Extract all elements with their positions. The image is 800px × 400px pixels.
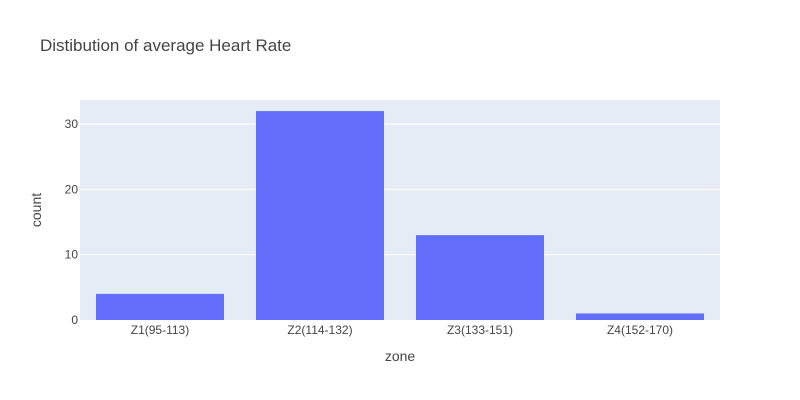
x-tick-label: Z4(152-170)	[607, 323, 673, 337]
bar[interactable]	[416, 235, 544, 320]
x-axis-ticks: Z1(95-113) Z2(114-132) Z3(133-151) Z4(152-1…	[131, 323, 673, 337]
y-axis-label: count	[28, 193, 44, 227]
y-tick-label: 30	[65, 117, 79, 131]
y-axis-ticks: 0 10 20 30	[65, 117, 79, 327]
gridlines	[80, 123, 720, 256]
x-tick-label: Z3(133-151)	[447, 323, 513, 337]
plot-area	[80, 100, 720, 320]
x-tick-label: Z1(95-113)	[131, 323, 189, 337]
bar[interactable]	[96, 293, 224, 320]
bar[interactable]	[256, 111, 384, 320]
bar[interactable]	[576, 313, 704, 320]
y-tick-label: 0	[71, 313, 78, 327]
y-tick-label: 20	[65, 182, 79, 196]
chart-title: Distibution of average Heart Rate	[40, 36, 291, 55]
y-tick-label: 10	[65, 248, 79, 262]
bars	[96, 111, 704, 320]
x-axis-label: zone	[385, 348, 416, 364]
x-tick-label: Z2(114-132)	[287, 323, 352, 337]
